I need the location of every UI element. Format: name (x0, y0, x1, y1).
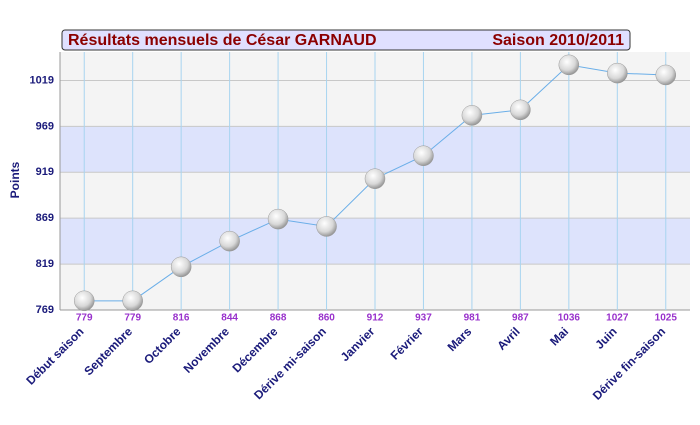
point (219, 230, 240, 252)
point (558, 54, 580, 76)
chart-subtitle: Saison 2010/2011 (492, 32, 624, 49)
value-label: 1027 (606, 313, 629, 324)
x-tick-label: Mars (445, 324, 475, 354)
point (655, 64, 677, 86)
value-label: 937 (415, 313, 432, 324)
point (170, 256, 192, 278)
value-label: 816 (173, 313, 190, 324)
chart-title: Résultats mensuels de César GARNAUD (68, 32, 377, 49)
value-label: 981 (464, 313, 481, 324)
value-label: 868 (270, 313, 287, 324)
point (267, 208, 289, 230)
title-box (61, 29, 631, 51)
point (461, 105, 483, 126)
x-tick-label: Début saison (23, 324, 86, 387)
y-tick-label: 1019 (30, 74, 54, 86)
point (510, 99, 531, 121)
value-label: 1036 (558, 313, 581, 324)
value-label: 987 (512, 313, 529, 324)
value-label: 779 (76, 313, 93, 324)
x-tick-label: Juin (592, 324, 619, 351)
x-tick-label: Octobre (141, 324, 184, 367)
y-tick-label: 969 (36, 120, 54, 132)
x-tick-label: Mai (547, 324, 571, 348)
value-label: 860 (318, 313, 335, 324)
point (413, 145, 434, 167)
point (316, 216, 337, 237)
x-tick-label: Avril (494, 324, 522, 352)
x-tick-label: Janvier (338, 324, 378, 364)
point (122, 290, 143, 312)
point (607, 62, 628, 84)
value-label: 912 (367, 313, 384, 324)
x-tick-label: Décembre (230, 324, 281, 375)
x-tick-label: Septembre (81, 324, 135, 378)
value-label: 779 (124, 313, 141, 324)
y-tick-label: 819 (36, 258, 54, 270)
x-tick-label: Novembre (181, 324, 233, 376)
x-tick-label: Février (388, 324, 426, 362)
y-tick-label: 769 (36, 304, 54, 316)
y-tick-label: 919 (36, 166, 54, 178)
point (364, 168, 386, 189)
y-tick-label: 869 (36, 212, 54, 224)
value-label: 1025 (655, 313, 678, 324)
point (73, 290, 95, 312)
y-axis-label: Points (8, 161, 22, 198)
value-label: 844 (221, 313, 238, 324)
